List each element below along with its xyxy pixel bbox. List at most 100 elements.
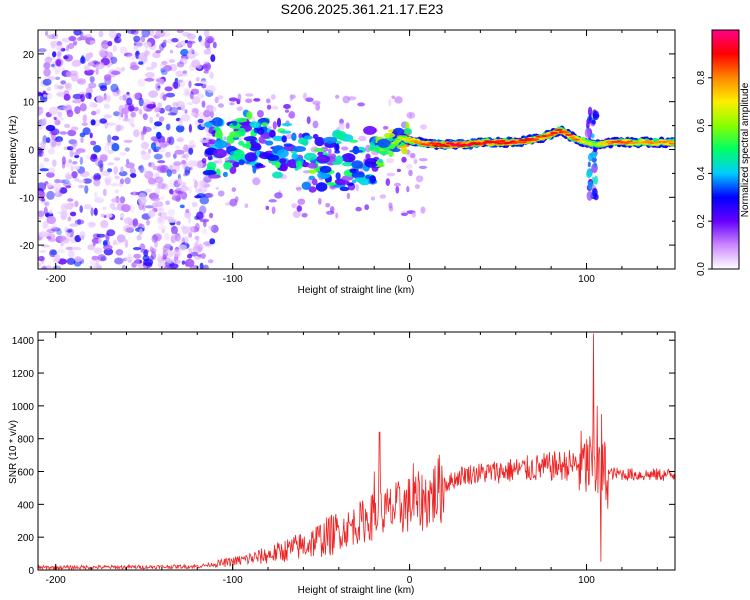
noise-blob: [203, 109, 211, 118]
noise-blob: [77, 179, 86, 184]
signal-blob: [326, 182, 337, 186]
scatter-blob: [346, 192, 351, 200]
signal-blob: [351, 160, 364, 169]
ridge-segment: [412, 140, 419, 142]
y-tick-label: 1400: [12, 336, 35, 347]
scatter-blob: [217, 158, 223, 164]
noise-blob: [67, 129, 77, 137]
colorbar: 0.0 0.2 0.4 0.6 0.8 Normalized spectral ampl…: [696, 29, 750, 276]
signal-blob: [295, 160, 303, 170]
ridge-segment: [443, 145, 451, 148]
noise-blob: [93, 179, 101, 187]
signal-blob: [349, 139, 359, 143]
noise-blob: [110, 70, 121, 76]
noise-blob: [107, 134, 112, 143]
noise-blob: [40, 141, 46, 149]
noise-blob: [153, 200, 158, 205]
noise-blob: [65, 185, 72, 189]
noise-blob: [166, 38, 173, 44]
noise-blob: [123, 139, 133, 143]
noise-blob: [161, 60, 168, 66]
noise-blob: [144, 171, 149, 176]
noise-blob: [128, 204, 135, 213]
noise-blob: [47, 226, 56, 230]
noise-blob: [212, 41, 217, 49]
signal-blob: [258, 136, 265, 144]
noise-blob: [179, 204, 185, 209]
noise-blob: [89, 259, 98, 266]
noise-blob: [181, 159, 187, 165]
signal-blob: [291, 153, 299, 160]
colorbar-tick-label: 0.0: [696, 262, 707, 276]
scatter-blob: [271, 105, 279, 110]
signal-blob: [235, 117, 248, 123]
scatter-blob: [365, 153, 371, 160]
noise-blob: [74, 106, 81, 115]
y-tick-label: 20: [23, 50, 35, 61]
noise-blob: [124, 256, 134, 262]
noise-blob: [153, 153, 163, 160]
noise-blob: [59, 187, 68, 194]
noise-blob: [158, 206, 165, 212]
noise-blob: [187, 40, 193, 49]
noise-blob: [201, 252, 206, 260]
signal-blob: [211, 117, 223, 127]
noise-blob: [103, 248, 114, 256]
noise-blob: [50, 227, 61, 232]
signal-blob: [279, 130, 292, 134]
scatter-blob: [303, 92, 307, 101]
scatter-blob: [236, 106, 244, 112]
signal-blob: [341, 153, 356, 163]
noise-blob: [43, 206, 48, 215]
ridge-segment: [520, 141, 527, 144]
noise-blob: [199, 218, 210, 223]
noise-blob: [103, 93, 107, 101]
scatter-blob: [283, 104, 291, 109]
noise-blob: [77, 219, 81, 225]
noise-blob: [86, 40, 91, 45]
noise-blob: [154, 121, 163, 127]
noise-blob: [140, 132, 145, 141]
signal-blob: [237, 127, 246, 137]
ridge-segment: [607, 142, 614, 145]
noise-blob: [72, 161, 78, 165]
colorbar-tick-label: 0.4: [696, 166, 707, 180]
noise-blob: [87, 244, 95, 251]
scatter-blob: [406, 185, 410, 193]
noise-blob: [207, 37, 213, 44]
noise-blob: [47, 167, 56, 174]
noise-blob: [200, 39, 206, 47]
noise-blob: [151, 234, 158, 243]
noise-blob: [93, 61, 101, 65]
noise-blob: [99, 118, 107, 124]
noise-blob: [115, 124, 122, 132]
noise-blob: [157, 261, 166, 269]
noise-blob: [157, 160, 166, 164]
ridge-segment: [562, 131, 570, 134]
noise-blob: [113, 166, 119, 175]
noise-blob: [46, 87, 52, 91]
noise-blob: [138, 61, 144, 65]
noise-blob: [159, 63, 164, 70]
x-tick-label: -100: [223, 274, 243, 285]
noise-blob: [94, 197, 104, 204]
noise-blob: [155, 186, 160, 196]
signal-blob: [223, 161, 233, 170]
noise-blob: [153, 106, 159, 113]
noise-blob: [165, 200, 170, 206]
noise-blob: [55, 187, 59, 197]
noise-blob: [152, 165, 161, 171]
noise-blob: [116, 234, 126, 243]
noise-blob: [67, 216, 72, 222]
noise-blob: [72, 246, 82, 251]
signal-blob: [323, 136, 338, 144]
noise-blob: [204, 242, 212, 248]
noise-blob: [177, 178, 181, 185]
ridge-segment: [569, 136, 576, 139]
signal-blob: [313, 148, 325, 152]
noise-blob: [43, 68, 51, 77]
noise-blob: [81, 122, 88, 126]
noise-blob: [121, 204, 131, 213]
